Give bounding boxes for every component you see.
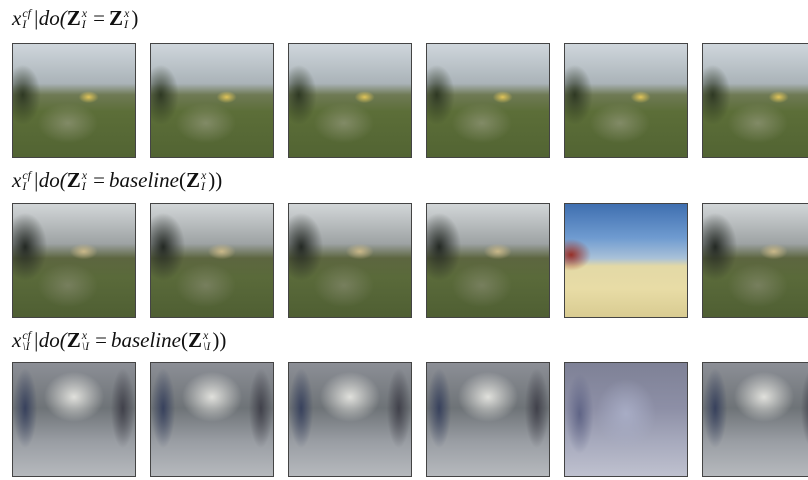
math-bold: Z	[67, 168, 81, 193]
image-thumbnail	[564, 362, 688, 477]
math-func: baseline	[109, 168, 179, 193]
math-text: |do(	[33, 168, 67, 193]
subscript: \I	[22, 341, 31, 352]
subscript: I	[201, 181, 206, 192]
math-text: ))	[208, 168, 222, 193]
subscript: \I	[82, 341, 89, 352]
page: Counterfactual samples {"rows": [ {"labe…	[0, 0, 808, 480]
math-var: x	[12, 328, 21, 353]
math-bold: Z	[67, 328, 81, 353]
math-var: x	[12, 168, 21, 193]
image-thumbnail	[702, 43, 808, 158]
math-var: x	[12, 6, 21, 31]
math-text: |do(	[33, 328, 67, 353]
image-thumbnail	[288, 362, 412, 477]
math-op: =	[93, 6, 105, 31]
image-thumbnail	[12, 362, 136, 477]
image-thumbnail	[150, 43, 274, 158]
image-thumbnail	[702, 203, 808, 318]
image-thumbnail	[12, 203, 136, 318]
image-thumbnail	[564, 43, 688, 158]
math-text: |do(	[33, 6, 67, 31]
subscript: \I	[203, 341, 210, 352]
subscript: I	[22, 181, 31, 192]
image-thumbnail	[288, 203, 412, 318]
image-thumbnail	[12, 43, 136, 158]
subscript: I	[124, 19, 129, 30]
row-label: x cf\I |do( Z x\I = baseline ( Z x\I ))	[12, 328, 226, 353]
math-text: )	[131, 6, 138, 31]
math-bold: Z	[67, 6, 81, 31]
math-bold: Z	[109, 6, 123, 31]
image-thumbnail	[702, 362, 808, 477]
math-text: ))	[212, 328, 226, 353]
math-text: (	[179, 168, 186, 193]
math-text: (	[181, 328, 188, 353]
image-thumbnail	[426, 43, 550, 158]
figure: x cfI |do( Z xI = Z xI ) x cfI |do( Z xI…	[0, 0, 808, 480]
math-func: baseline	[111, 328, 181, 353]
image-thumbnail	[426, 203, 550, 318]
image-thumbnail	[150, 362, 274, 477]
math-bold: Z	[186, 168, 200, 193]
subscript: I	[22, 19, 31, 30]
image-thumbnail	[564, 203, 688, 318]
image-thumbnail	[150, 203, 274, 318]
math-op: =	[95, 328, 107, 353]
subscript: I	[82, 19, 87, 30]
math-op: =	[93, 168, 105, 193]
subscript: I	[82, 181, 87, 192]
math-bold: Z	[188, 328, 202, 353]
image-thumbnail	[426, 362, 550, 477]
image-thumbnail	[288, 43, 412, 158]
